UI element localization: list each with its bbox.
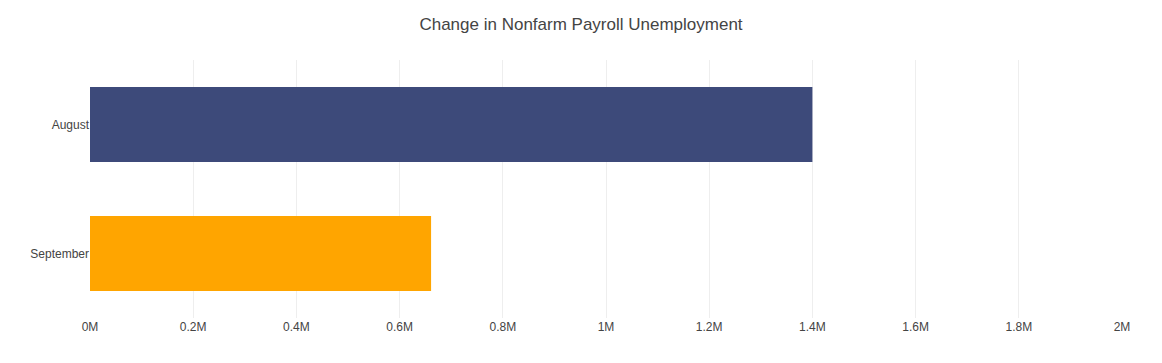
svg-text:1.8M: 1.8M xyxy=(1005,320,1032,334)
svg-text:1.4M: 1.4M xyxy=(799,320,826,334)
svg-text:August: August xyxy=(52,118,90,132)
svg-text:1.2M: 1.2M xyxy=(696,320,723,334)
svg-text:0.8M: 0.8M xyxy=(489,320,516,334)
svg-text:0.4M: 0.4M xyxy=(283,320,310,334)
svg-text:September: September xyxy=(30,247,89,261)
svg-text:Change in Nonfarm Payroll Unem: Change in Nonfarm Payroll Unemployment xyxy=(419,15,742,34)
svg-text:1M: 1M xyxy=(598,320,615,334)
svg-text:0.2M: 0.2M xyxy=(180,320,207,334)
svg-text:2M: 2M xyxy=(1114,320,1131,334)
svg-text:1.6M: 1.6M xyxy=(902,320,929,334)
svg-text:0M: 0M xyxy=(82,320,99,334)
svg-text:0.6M: 0.6M xyxy=(386,320,413,334)
